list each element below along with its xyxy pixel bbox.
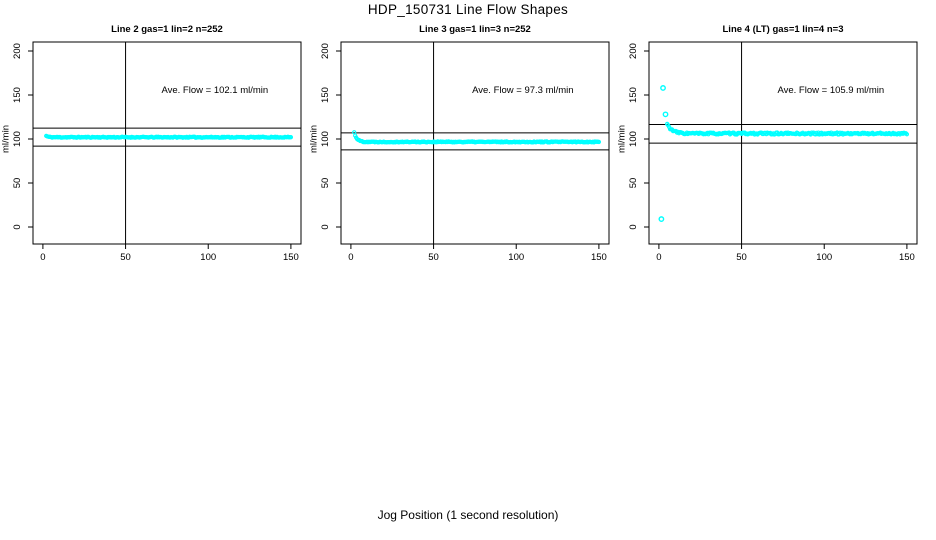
y-axis-tick-label: 0 <box>12 224 23 229</box>
y-axis-tick-label: 50 <box>12 178 23 189</box>
ave-flow-annotation: Ave. Flow = 105.9 ml/min <box>777 85 884 96</box>
y-axis-tick-label: 150 <box>12 87 23 103</box>
y-axis-tick-label: 100 <box>628 131 639 147</box>
x-axis-tick-label: 50 <box>120 252 131 263</box>
y-axis-tick-label: 0 <box>320 224 331 229</box>
y-axis-tick-label: 150 <box>628 87 639 103</box>
panels-row: Line 2 gas=1 lin=2 n=252 0 50 100 150 200 ml/m… <box>0 18 936 270</box>
plot-box <box>340 41 610 245</box>
panel-plot-line-4-lt: Line 4 (LT) gas=1 lin=4 n=3 0 50 100 150 200 m… <box>617 24 918 263</box>
y-axis-tick-label: 0 <box>628 224 639 229</box>
panel-title: Line 3 gas=1 lin=3 n=252 <box>419 24 531 35</box>
data-points <box>658 85 910 222</box>
outlier-point <box>660 85 666 91</box>
y-axis-tick-label: 100 <box>320 131 331 147</box>
x-axis-tick-label: 0 <box>656 252 661 263</box>
y-axis-tick-label: 200 <box>628 43 639 59</box>
main-title: HDP_150731 Line Flow Shapes <box>367 2 569 17</box>
panel-title: Line 2 gas=1 lin=2 n=252 <box>111 24 223 35</box>
panel-line-3: Line 3 gas=1 lin=3 n=252 0 50 100 150 200 ml/m… <box>309 18 619 270</box>
x-axis-tick-label: 100 <box>508 252 524 263</box>
x-axis-outer-label: Jog Position (1 second resolution) <box>377 508 559 522</box>
outlier-point <box>658 216 665 222</box>
x-axis-tick-label: 0 <box>348 252 353 263</box>
y-axis-tick-label: 200 <box>320 43 331 59</box>
data-points <box>44 133 294 140</box>
y-axis-tick-label: 200 <box>12 43 23 59</box>
x-axis-tick-label: 50 <box>428 252 439 263</box>
x-axis-tick-label: 150 <box>283 252 299 263</box>
x-axis-tick-label: 100 <box>200 252 216 263</box>
x-axis-tick-label: 0 <box>40 252 45 263</box>
x-axis-tick-label: 50 <box>736 252 747 263</box>
y-axis-label: ml/min <box>309 125 320 153</box>
panel-line-2: Line 2 gas=1 lin=2 n=252 0 50 100 150 200 ml/m… <box>1 18 311 270</box>
data-point <box>596 139 602 145</box>
y-axis-tick-label: 150 <box>320 87 331 103</box>
panel-line-4-lt: Line 4 (LT) gas=1 lin=4 n=3 0 50 100 150 200 m… <box>617 18 927 270</box>
data-points <box>352 130 602 145</box>
x-axis-tick-label: 100 <box>816 252 832 263</box>
data-point <box>904 132 910 137</box>
y-axis-label: ml/min <box>1 125 12 153</box>
y-axis-label: ml/min <box>617 125 628 153</box>
panel-title: Line 4 (LT) gas=1 lin=4 n=3 <box>723 24 844 35</box>
ave-flow-annotation: Ave. Flow = 97.3 ml/min <box>472 85 573 96</box>
y-axis-tick-label: 50 <box>628 178 639 189</box>
data-point <box>352 130 357 135</box>
data-point <box>288 135 294 140</box>
outlier-point <box>662 111 669 118</box>
panel-plot-line-3: Line 3 gas=1 lin=3 n=252 0 50 100 150 200 ml/m… <box>309 24 610 263</box>
plot-box <box>32 41 302 245</box>
x-axis-tick-label: 150 <box>591 252 607 263</box>
y-axis-tick-label: 100 <box>12 131 23 147</box>
ave-flow-annotation: Ave. Flow = 102.1 ml/min <box>161 85 268 96</box>
x-axis-tick-label: 150 <box>899 252 915 263</box>
y-axis-tick-label: 50 <box>320 178 331 189</box>
panel-plot-line-2: Line 2 gas=1 lin=2 n=252 0 50 100 150 200 ml/m… <box>1 24 302 263</box>
